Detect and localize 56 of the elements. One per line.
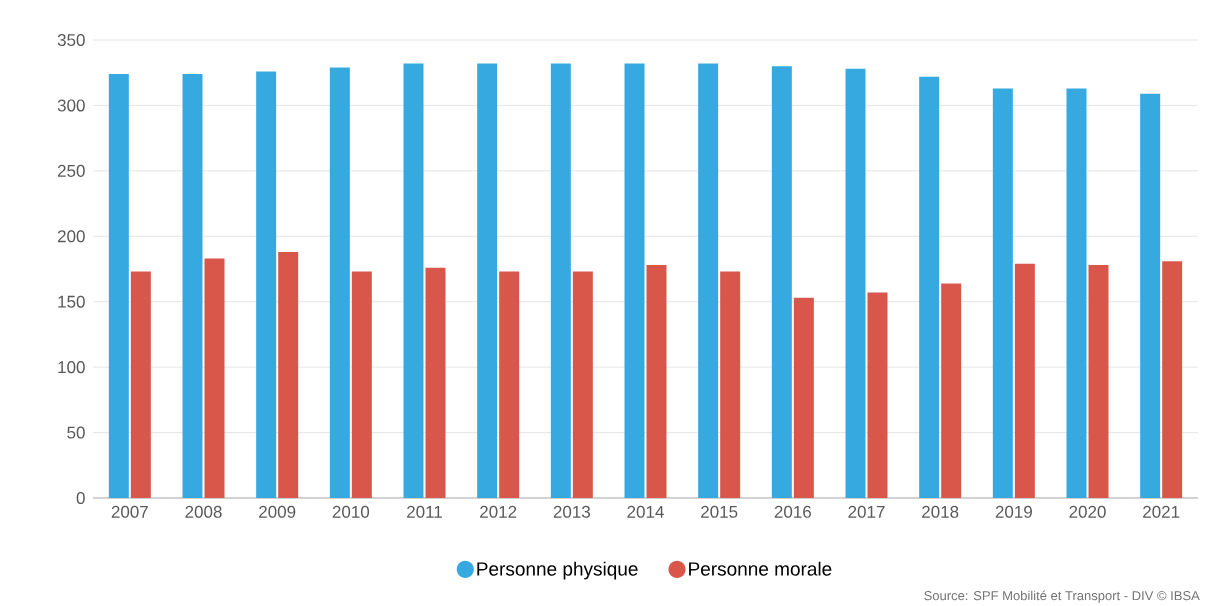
bar: [425, 267, 446, 498]
bar: [572, 271, 593, 498]
x-tick-label: 2007: [111, 505, 148, 518]
x-tick-label: 2015: [701, 505, 738, 518]
bar: [403, 63, 424, 498]
x-tick-label: 2011: [407, 505, 442, 518]
legend-label: Personne physique: [477, 561, 638, 580]
x-tick-label: 2010: [332, 505, 370, 518]
y-tick-label: 300: [57, 99, 85, 112]
bar: [550, 63, 571, 498]
bar: [256, 71, 277, 498]
y-tick-label: 100: [58, 361, 85, 374]
y-tick-label: 50: [67, 426, 85, 439]
x-tick-label: 2014: [627, 505, 664, 518]
x-tick-label: 2021: [1143, 505, 1180, 518]
bar: [1088, 265, 1109, 498]
bar: [1140, 93, 1161, 498]
bar: [1162, 261, 1183, 498]
y-tick-label: 350: [57, 33, 85, 47]
bar: [698, 63, 719, 498]
bar: [204, 258, 225, 498]
x-tick-label: 2016: [774, 505, 811, 518]
x-tick-label: 2018: [922, 505, 959, 518]
x-tick-label: 2012: [480, 505, 517, 518]
bar: [941, 283, 962, 498]
x-tick-label: 2013: [553, 505, 590, 518]
y-tick-label: 250: [57, 164, 85, 177]
bar: [1014, 263, 1035, 498]
bar: [182, 74, 203, 498]
bar: [793, 297, 814, 498]
bar: [1066, 88, 1087, 498]
legend-label: Personne morale: [689, 561, 832, 576]
bar: [992, 88, 1013, 498]
bar: [845, 68, 866, 498]
bar: [278, 251, 299, 498]
bar: [624, 63, 645, 498]
source-note: Source: SPF Mobilité et Transport - DIV © IBSA: [924, 590, 1200, 603]
bar: [646, 265, 667, 498]
x-tick-label: 2009: [259, 505, 296, 518]
y-tick-label: 200: [57, 230, 85, 243]
bar: [499, 271, 520, 498]
bar: [477, 63, 498, 498]
bar: [919, 76, 940, 498]
y-tick-label: 0: [76, 491, 85, 505]
bar: [771, 66, 792, 498]
x-tick-label: 2019: [995, 505, 1032, 518]
y-tick-label: 150: [58, 295, 85, 308]
bar: [720, 271, 741, 498]
bar: [108, 74, 129, 498]
x-tick-label: 2008: [185, 505, 222, 518]
x-tick-label: 2020: [1069, 505, 1106, 518]
x-tick-label: 2017: [848, 505, 885, 518]
bar: [329, 67, 350, 498]
bar: [351, 271, 372, 498]
bar: [130, 271, 151, 498]
bar: [867, 292, 888, 498]
